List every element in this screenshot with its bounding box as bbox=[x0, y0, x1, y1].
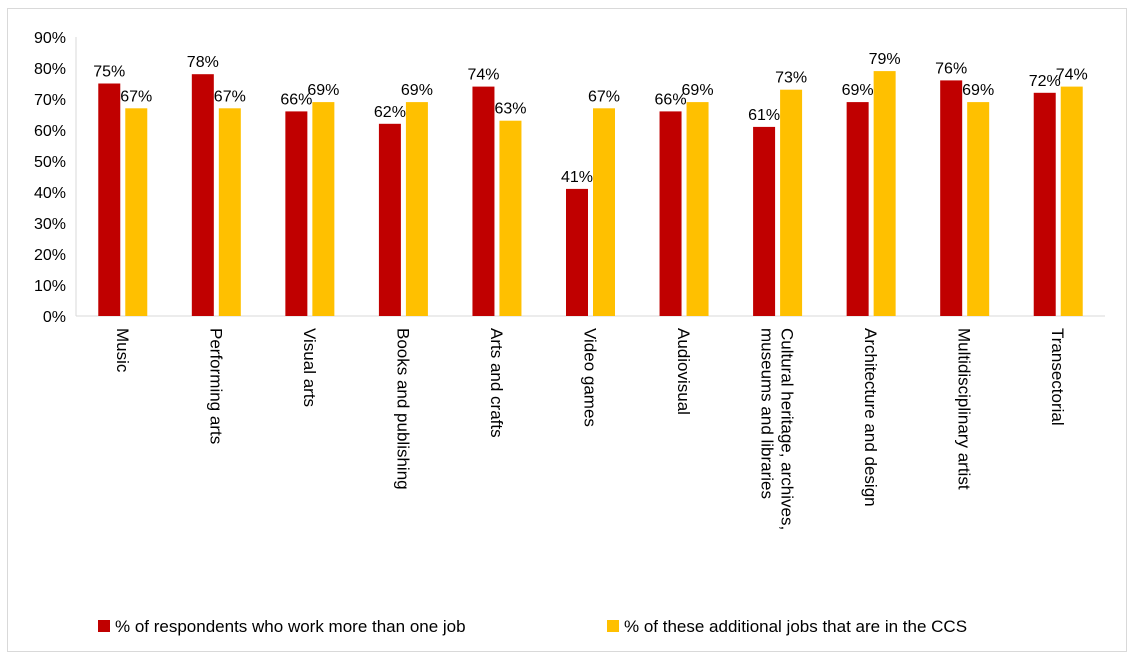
x-category-label-line: Performing arts bbox=[206, 328, 225, 444]
bar-respondents bbox=[378, 123, 401, 316]
x-category-label: Audiovisual bbox=[674, 328, 693, 415]
x-category-label: Visual arts bbox=[300, 328, 319, 407]
y-tick-label: 90% bbox=[34, 30, 66, 47]
data-label: 66% bbox=[655, 91, 687, 108]
data-label: 78% bbox=[187, 54, 219, 71]
y-tick-label: 40% bbox=[34, 185, 66, 202]
data-label: 69% bbox=[682, 82, 714, 99]
data-label: 73% bbox=[775, 70, 807, 87]
bar-respondents bbox=[472, 86, 495, 316]
legend-label: % of these additional jobs that are in t… bbox=[624, 617, 967, 636]
x-category-label-line: Music bbox=[113, 328, 132, 373]
y-tick-label: 50% bbox=[34, 154, 66, 171]
data-label: 75% bbox=[93, 64, 125, 81]
data-label: 72% bbox=[1029, 73, 1061, 90]
bar-respondents bbox=[753, 126, 776, 317]
x-category-label-line: Transectorial bbox=[1048, 328, 1067, 426]
bar-respondents bbox=[846, 102, 869, 316]
bar-respondents bbox=[940, 80, 963, 317]
x-category-label-line: Multidisciplinary artist bbox=[955, 328, 974, 490]
y-tick-label: 30% bbox=[34, 216, 66, 233]
y-tick-label: 80% bbox=[34, 61, 66, 78]
data-label: 67% bbox=[588, 88, 620, 105]
bar-respondents bbox=[285, 111, 308, 317]
data-label: 69% bbox=[401, 82, 433, 99]
data-label: 63% bbox=[494, 101, 526, 118]
bar-additional-jobs bbox=[1060, 86, 1083, 316]
y-tick-label: 60% bbox=[34, 123, 66, 140]
bar-respondents bbox=[191, 74, 214, 316]
x-category-label-line: Video games bbox=[581, 328, 600, 427]
data-label: 74% bbox=[467, 67, 499, 84]
bar-additional-jobs bbox=[125, 108, 148, 316]
bar-additional-jobs bbox=[312, 102, 335, 316]
data-label: 76% bbox=[935, 60, 967, 77]
x-category-label-line: Books and publishing bbox=[393, 328, 412, 490]
x-category-label: Transectorial bbox=[1048, 328, 1067, 426]
bar-respondents bbox=[98, 83, 121, 316]
x-category-label: Multidisciplinary artist bbox=[955, 328, 974, 490]
legend-label: % of respondents who work more than one … bbox=[115, 617, 466, 636]
x-category-label-line: Visual arts bbox=[300, 328, 319, 407]
x-category-label: Cultural heritage, archives,museums and … bbox=[758, 328, 797, 530]
bar-additional-jobs bbox=[218, 108, 241, 316]
data-label: 69% bbox=[962, 82, 994, 99]
y-tick-label: 70% bbox=[34, 92, 66, 109]
x-category-label: Performing arts bbox=[206, 328, 225, 444]
x-category-label-line: Audiovisual bbox=[674, 328, 693, 415]
bar-additional-jobs bbox=[405, 102, 428, 316]
data-label: 69% bbox=[307, 82, 339, 99]
x-category-label: Video games bbox=[581, 328, 600, 427]
data-label: 61% bbox=[748, 107, 780, 124]
bar-respondents bbox=[659, 111, 682, 317]
bar-respondents bbox=[566, 188, 588, 316]
bar-additional-jobs bbox=[873, 71, 896, 316]
bar-additional-jobs bbox=[686, 102, 709, 316]
data-label: 74% bbox=[1056, 67, 1088, 84]
bar-additional-jobs bbox=[780, 89, 803, 316]
bar-respondents bbox=[1033, 92, 1056, 316]
y-tick-label: 10% bbox=[34, 278, 66, 295]
data-label: 62% bbox=[374, 104, 406, 121]
legend-swatch-additional-jobs bbox=[607, 620, 619, 632]
bar-additional-jobs bbox=[967, 102, 990, 316]
data-label: 67% bbox=[120, 88, 152, 105]
x-category-label: Music bbox=[113, 328, 132, 373]
data-label: 67% bbox=[214, 88, 246, 105]
bar-additional-jobs bbox=[499, 120, 522, 316]
x-category-label-line: Arts and crafts bbox=[487, 328, 506, 438]
data-label: 66% bbox=[280, 91, 312, 108]
data-label: 69% bbox=[842, 82, 874, 99]
bar-additional-jobs bbox=[593, 108, 615, 316]
x-category-label-line: museums and libraries bbox=[758, 328, 777, 499]
data-label: 79% bbox=[869, 51, 901, 68]
y-tick-label: 20% bbox=[34, 247, 66, 264]
x-category-label-line: Architecture and design bbox=[861, 328, 880, 507]
x-category-label: Books and publishing bbox=[393, 328, 412, 490]
x-category-label: Architecture and design bbox=[861, 328, 880, 507]
legend-swatch-respondents bbox=[98, 620, 110, 632]
x-category-label: Arts and crafts bbox=[487, 328, 506, 438]
x-category-label-line: Cultural heritage, archives, bbox=[778, 328, 797, 530]
data-label: 41% bbox=[561, 169, 593, 186]
y-tick-label: 0% bbox=[43, 309, 66, 326]
